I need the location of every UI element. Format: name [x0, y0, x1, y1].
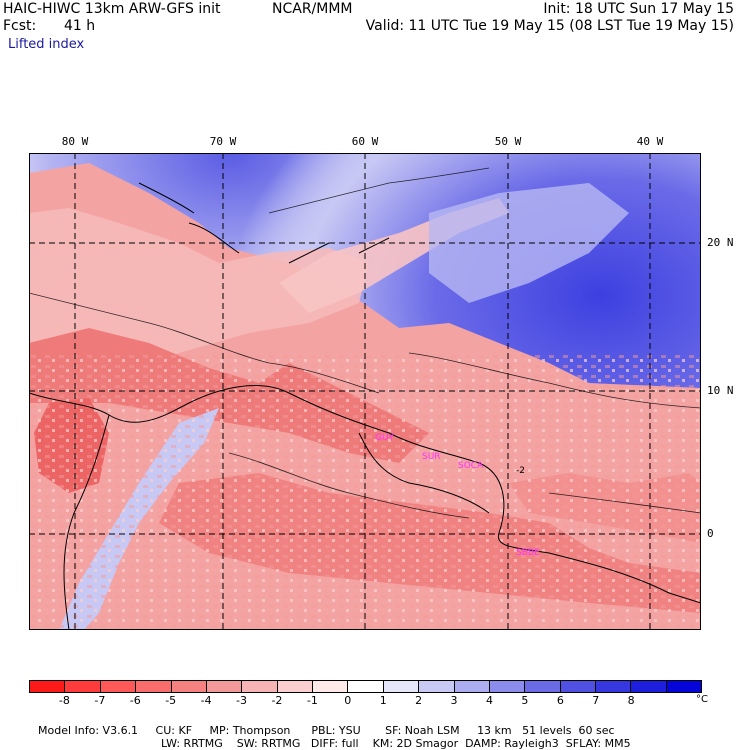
color-scale-bar — [29, 680, 702, 693]
init-time: Init: 18 UTC Sun 17 May 15 — [543, 1, 734, 17]
color-scale-unit: °C — [696, 694, 708, 705]
model-info-line-1: Model Info: V3.6.1 CU: KF MP: Thompson P… — [31, 711, 615, 737]
color-scale-tick: -1 — [306, 694, 318, 707]
color-scale-cell — [242, 681, 278, 692]
color-scale-tick: -2 — [271, 694, 283, 707]
color-scale-cell — [65, 681, 101, 692]
color-scale-tick: 1 — [379, 694, 387, 707]
model-info-item: SF: Noah LSM — [385, 724, 460, 737]
station-label-sur: SUR — [422, 452, 441, 462]
lifted-index-map: GUY SUR SOCA SBBE -2 — [29, 153, 701, 630]
model-info-item: SW: RRTMG — [236, 737, 301, 750]
color-scale-tick: -8 — [58, 694, 70, 707]
lon-label-60w: 60 W — [351, 135, 379, 148]
color-scale-tick: 3 — [450, 694, 458, 707]
forecast-hour: 41 h — [64, 18, 96, 34]
contour-label: -2 — [516, 466, 525, 476]
organization-label: NCAR/MMM — [272, 1, 353, 17]
color-scale-tick: 8 — [627, 694, 635, 707]
lon-label-50w: 50 W — [494, 135, 522, 148]
model-info-item: 51 levels — [522, 724, 572, 737]
color-scale-cell — [30, 681, 66, 692]
color-scale-cell — [631, 681, 667, 692]
lat-lon-grid — [29, 153, 701, 630]
model-info-item: KM: 2D Smagor — [372, 737, 459, 750]
color-scale-cell — [596, 681, 632, 692]
color-scale-tick: -6 — [129, 694, 141, 707]
color-scale-tick: -7 — [94, 694, 106, 707]
color-scale-cell — [171, 681, 207, 692]
map-frame — [29, 153, 701, 630]
lon-label-40w: 40 W — [636, 135, 664, 148]
color-scale-tick: -5 — [165, 694, 177, 707]
valid-time: Valid: 11 UTC Tue 19 May 15 (08 LST Tue … — [365, 18, 734, 34]
model-info-item: MP: Thompson — [209, 724, 291, 737]
lifted-index-contours — [29, 167, 701, 519]
lon-label-70w: 70 W — [209, 135, 237, 148]
color-scale-tick: 7 — [592, 694, 600, 707]
color-scale-cell — [313, 681, 349, 692]
lat-label-equator: 0 — [707, 527, 714, 540]
model-info-item: Model Info: V3.6.1 — [38, 724, 139, 737]
color-scale-cell — [454, 681, 490, 692]
field-name: Lifted index — [8, 37, 85, 52]
model-info-item: LW: RRTMG — [161, 737, 223, 750]
color-scale-cell — [348, 681, 384, 692]
coastlines — [29, 182, 701, 630]
model-info-item: PBL: YSU — [311, 724, 361, 737]
color-scale-cell — [136, 681, 172, 692]
lat-label-20n: 20 N — [707, 236, 734, 249]
model-title: HAIC-HIWC 13km ARW-GFS init — [3, 1, 221, 17]
model-info-item: DAMP: Rayleigh3 — [465, 737, 559, 750]
station-label-guy: GUY — [375, 433, 395, 443]
color-scale-tick: -4 — [200, 694, 212, 707]
model-info-item: DIFF: full — [310, 737, 359, 750]
color-scale-tick: 6 — [556, 694, 564, 707]
color-scale-tick: -3 — [236, 694, 247, 707]
model-info-item: SFLAY: MM5 — [565, 737, 631, 750]
color-scale-cell — [277, 681, 313, 692]
model-info-line-2: LW: RRTMG SW: RRTMG DIFF: full KM: 2D Sm… — [154, 724, 631, 750]
color-scale-tick: 2 — [415, 694, 423, 707]
color-scale-cell — [419, 681, 455, 692]
station-label-soca: SOCA — [458, 461, 484, 471]
station-label-sbbe: SBBE — [516, 548, 540, 558]
color-scale-tick: 4 — [485, 694, 493, 707]
color-scale-cell — [560, 681, 596, 692]
model-info-item: CU: KF — [155, 724, 193, 737]
color-scale-cell — [666, 681, 702, 692]
color-scale-cell — [383, 681, 420, 692]
forecast-label: Fcst: — [3, 18, 37, 34]
color-scale-cell — [100, 681, 137, 692]
lon-label-80w: 80 W — [61, 135, 89, 148]
color-scale-cell — [489, 681, 526, 692]
color-scale-cell — [206, 681, 243, 692]
color-scale-tick: 0 — [344, 694, 352, 707]
station-labels: GUY SUR SOCA SBBE — [375, 433, 540, 558]
color-scale-tick: 5 — [521, 694, 529, 707]
color-scale-cell — [525, 681, 561, 692]
lat-label-10n: 10 N — [707, 384, 734, 397]
model-info-item: 60 sec — [578, 724, 615, 737]
model-info-item: 13 km — [477, 724, 512, 737]
